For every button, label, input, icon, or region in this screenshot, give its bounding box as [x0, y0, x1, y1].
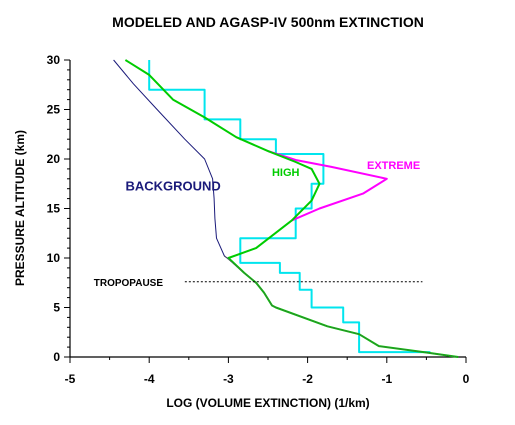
- series-label-extreme: EXTREME: [367, 160, 420, 172]
- series-label-high: HIGH: [272, 167, 300, 179]
- y-tick-label: 10: [47, 251, 61, 265]
- y-tick-label: 0: [53, 350, 60, 364]
- x-tick-label: -3: [223, 372, 234, 386]
- series-label-background: BACKGROUND: [125, 179, 220, 194]
- series-line-extreme: [267, 150, 388, 222]
- x-tick-label: 0: [463, 372, 470, 386]
- chart-title: MODELED AND AGASP-IV 500nm EXTINCTION: [112, 14, 424, 30]
- series-line-high: [124, 59, 459, 358]
- x-tick-label: -5: [65, 372, 76, 386]
- x-tick-label: -1: [381, 372, 392, 386]
- series-layer: BACKGROUND HIGH EXTREME: [113, 59, 459, 358]
- x-axis-label: LOG (VOLUME EXTINCTION) (1/km): [166, 396, 369, 410]
- axes: -5 -4 -3 -2 -1 0 0 5 10 15 20 25 30: [47, 53, 470, 386]
- series-line-agasp-iv: [148, 60, 431, 354]
- y-tick-label: 5: [53, 301, 60, 315]
- y-axis-label: PRESSURE ALTITUDE (km): [13, 130, 27, 286]
- y-tick-label: 30: [47, 53, 61, 67]
- x-tick-label: -4: [144, 372, 155, 386]
- y-tick-label: 15: [47, 202, 61, 216]
- y-tick-label: 20: [47, 152, 61, 166]
- annotation-layer: TROPOPAUSE: [94, 278, 423, 289]
- annotation-label: TROPOPAUSE: [94, 278, 164, 289]
- series-line-background: [113, 59, 459, 358]
- y-tick-label: 25: [47, 103, 61, 117]
- series-line-overlap: [224, 255, 459, 358]
- x-tick-label: -2: [302, 372, 313, 386]
